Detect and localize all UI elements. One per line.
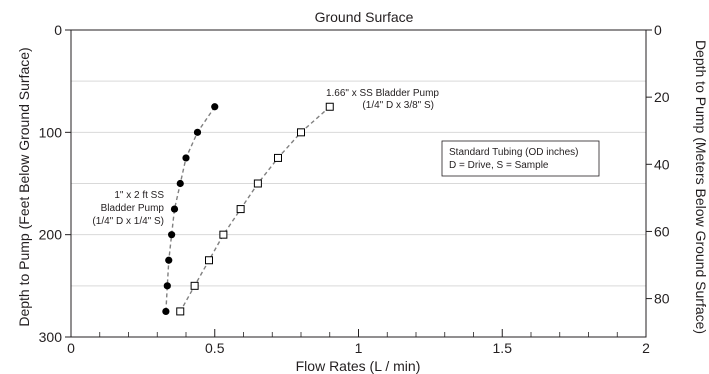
y2-tick-label: 20: [654, 89, 670, 105]
y-tick-label: 100: [39, 124, 63, 140]
annotation-small-pump: 1" x 2 ft SS Bladder Pump (1/4" D x 1/4"…: [92, 190, 164, 227]
series-2-point: [325, 102, 334, 111]
y-tick-label: 200: [39, 227, 63, 243]
tubing-legend-box: Standard Tubing (OD inches) D = Drive, S…: [441, 140, 600, 177]
annotation-large-pump-line-1: 1.66" x SS Bladder Pump: [326, 88, 439, 99]
annotation-large-pump: 1.66" x SS Bladder Pump (1/4" D x 3/8" S…: [326, 88, 439, 111]
y-axis-title: Depth to Pump (Feet Below Ground Surface…: [16, 47, 32, 326]
y-tick-label: 300: [39, 329, 63, 345]
y-tick-label: 0: [54, 22, 62, 38]
series-1-point: [193, 128, 202, 136]
series-2-point: [205, 256, 213, 265]
x-tick-label: 1.5: [493, 340, 513, 356]
series-lines: [165, 106, 331, 312]
series-1-point: [211, 103, 219, 111]
y2-tick-label: 40: [654, 156, 670, 172]
series-2-point: [274, 153, 282, 162]
y2-axis-title: Depth to Pump (Meters Below Ground Surfa…: [693, 40, 709, 334]
x-ticks: 0 0.5 1 1.5 2: [67, 329, 650, 356]
annotation-small-pump-line-3: (1/4" D x 1/4" S): [92, 216, 164, 227]
series-2-point: [297, 128, 305, 137]
series-2-point: [219, 230, 228, 239]
tubing-legend-line-1: Standard Tubing (OD inches): [449, 147, 579, 158]
series-1-point: [165, 256, 173, 264]
series-1-point: [168, 231, 176, 239]
annotation-large-pump-line-2: (1/4" D x 3/8" S): [362, 100, 434, 111]
x-axis-title: Flow Rates (L / min): [296, 358, 421, 374]
y2-tick-label: 80: [654, 291, 670, 307]
series-2-point: [253, 179, 262, 188]
series-2-point: [190, 281, 199, 290]
gridlines: [71, 80, 646, 287]
x-tick-label: 2: [642, 340, 650, 356]
x-minor-ticks: [99, 332, 618, 337]
tubing-legend-frame: [441, 140, 600, 177]
series-2-point: [236, 205, 245, 214]
series-1-point: [162, 307, 170, 316]
series-markers: [162, 102, 334, 316]
x-tick-label: 1: [355, 340, 363, 356]
y2-ticks: 0 20 40 60 80: [646, 22, 670, 307]
series-1-point: [182, 154, 190, 162]
y2-tick-label: 0: [654, 22, 662, 38]
series-1-point: [176, 179, 184, 188]
series-2-line: [179, 106, 331, 312]
annotation-small-pump-line-2: Bladder Pump: [101, 203, 165, 214]
y2-tick-label: 60: [654, 223, 670, 239]
x-tick-label: 0: [67, 340, 75, 356]
series-1-point: [170, 205, 179, 213]
series-2-point: [176, 307, 185, 316]
y-ticks: 0 100 200 300: [39, 22, 71, 345]
annotation-small-pump-line-1: 1" x 2 ft SS: [114, 190, 164, 201]
x-tick-label: 0.5: [205, 340, 225, 356]
chart-title: Ground Surface: [315, 9, 414, 25]
tubing-legend-line-2: D = Drive, S = Sample: [449, 160, 549, 171]
series-1-point: [163, 282, 171, 290]
